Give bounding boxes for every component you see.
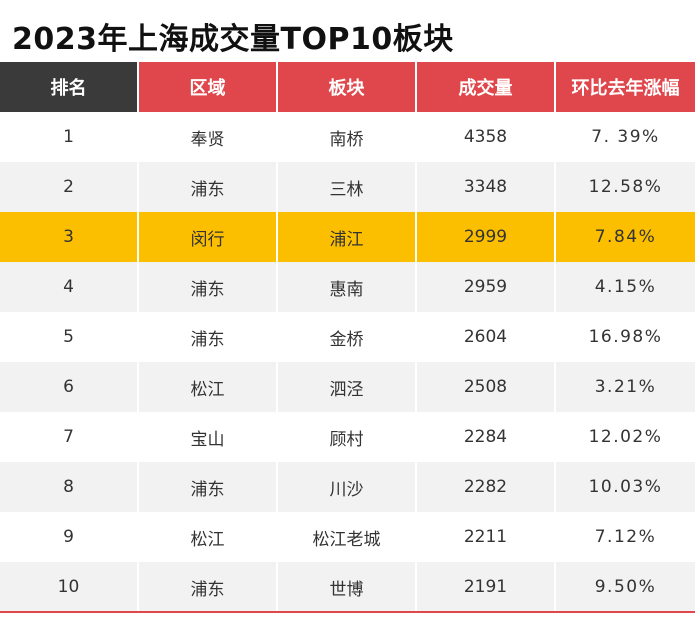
cell-volume: 3348 xyxy=(416,162,556,212)
cell-volume: 2508 xyxy=(416,362,556,412)
cell-growth: 12.02% xyxy=(555,412,695,462)
cell-block: 三林 xyxy=(277,162,417,212)
cell-growth: 7. 39% xyxy=(555,112,695,162)
table-row: 6 松江 泗泾 2508 3.21% xyxy=(0,362,695,412)
cell-growth: 7.12% xyxy=(555,512,695,562)
table-row: 3 闵行 浦江 2999 7.84% xyxy=(0,212,695,262)
cell-block: 南桥 xyxy=(277,112,417,162)
cell-block: 浦江 xyxy=(277,212,417,262)
cell-district: 松江 xyxy=(138,362,278,412)
cell-district: 宝山 xyxy=(138,412,278,462)
cell-volume: 2959 xyxy=(416,262,556,312)
cell-volume: 4358 xyxy=(416,112,556,162)
cell-block: 金桥 xyxy=(277,312,417,362)
cell-volume: 2282 xyxy=(416,462,556,512)
cell-rank: 10 xyxy=(0,562,139,612)
cell-block: 松江老城 xyxy=(277,512,417,562)
table-row: 9 松江 松江老城 2211 7.12% xyxy=(0,512,695,562)
page-title: 2023年上海成交量TOP10板块 xyxy=(12,22,454,57)
cell-district: 浦东 xyxy=(138,162,278,212)
cell-growth: 9.50% xyxy=(555,562,695,612)
cell-growth: 10.03% xyxy=(555,462,695,512)
cell-growth: 16.98% xyxy=(555,312,695,362)
cell-block: 川沙 xyxy=(277,462,417,512)
cell-rank: 8 xyxy=(0,462,139,512)
table-row: 1 奉贤 南桥 4358 7. 39% xyxy=(0,112,695,162)
cell-district: 浦东 xyxy=(138,312,278,362)
cell-growth: 12.58% xyxy=(555,162,695,212)
table-row: 5 浦东 金桥 2604 16.98% xyxy=(0,312,695,362)
header-growth: 环比去年涨幅 xyxy=(555,62,695,112)
bottom-divider xyxy=(0,611,695,613)
cell-volume: 2284 xyxy=(416,412,556,462)
cell-rank: 2 xyxy=(0,162,139,212)
cell-rank: 9 xyxy=(0,512,139,562)
table-row: 10 浦东 世博 2191 9.50% xyxy=(0,562,695,612)
table-header-row: 排名 区域 板块 成交量 环比去年涨幅 xyxy=(0,62,695,112)
table-body: 1 奉贤 南桥 4358 7. 39% 2 浦东 三林 3348 12.58% 3 闵行 浦江 2999 7… xyxy=(0,112,695,612)
cell-district: 浦东 xyxy=(138,562,278,612)
header-district: 区域 xyxy=(138,62,278,112)
table-row: 4 浦东 惠南 2959 4.15% xyxy=(0,262,695,312)
header-volume: 成交量 xyxy=(416,62,556,112)
header-block: 板块 xyxy=(277,62,417,112)
cell-rank: 6 xyxy=(0,362,139,412)
cell-growth: 7.84% xyxy=(555,212,695,262)
cell-volume: 2211 xyxy=(416,512,556,562)
table-row: 7 宝山 顾村 2284 12.02% xyxy=(0,412,695,462)
cell-block: 世博 xyxy=(277,562,417,612)
cell-rank: 3 xyxy=(0,212,139,262)
table-row: 8 浦东 川沙 2282 10.03% xyxy=(0,462,695,512)
ranking-table: 排名 区域 板块 成交量 环比去年涨幅 1 奉贤 南桥 4358 7. 39% 2 浦东 三林… xyxy=(0,62,695,612)
table-row: 2 浦东 三林 3348 12.58% xyxy=(0,162,695,212)
cell-block: 泗泾 xyxy=(277,362,417,412)
cell-rank: 5 xyxy=(0,312,139,362)
cell-volume: 2191 xyxy=(416,562,556,612)
header-rank: 排名 xyxy=(0,62,139,112)
cell-block: 惠南 xyxy=(277,262,417,312)
cell-district: 松江 xyxy=(138,512,278,562)
cell-volume: 2999 xyxy=(416,212,556,262)
cell-growth: 4.15% xyxy=(555,262,695,312)
cell-district: 浦东 xyxy=(138,462,278,512)
cell-district: 奉贤 xyxy=(138,112,278,162)
cell-district: 闵行 xyxy=(138,212,278,262)
cell-district: 浦东 xyxy=(138,262,278,312)
cell-rank: 1 xyxy=(0,112,139,162)
cell-rank: 7 xyxy=(0,412,139,462)
cell-rank: 4 xyxy=(0,262,139,312)
cell-volume: 2604 xyxy=(416,312,556,362)
cell-growth: 3.21% xyxy=(555,362,695,412)
cell-block: 顾村 xyxy=(277,412,417,462)
